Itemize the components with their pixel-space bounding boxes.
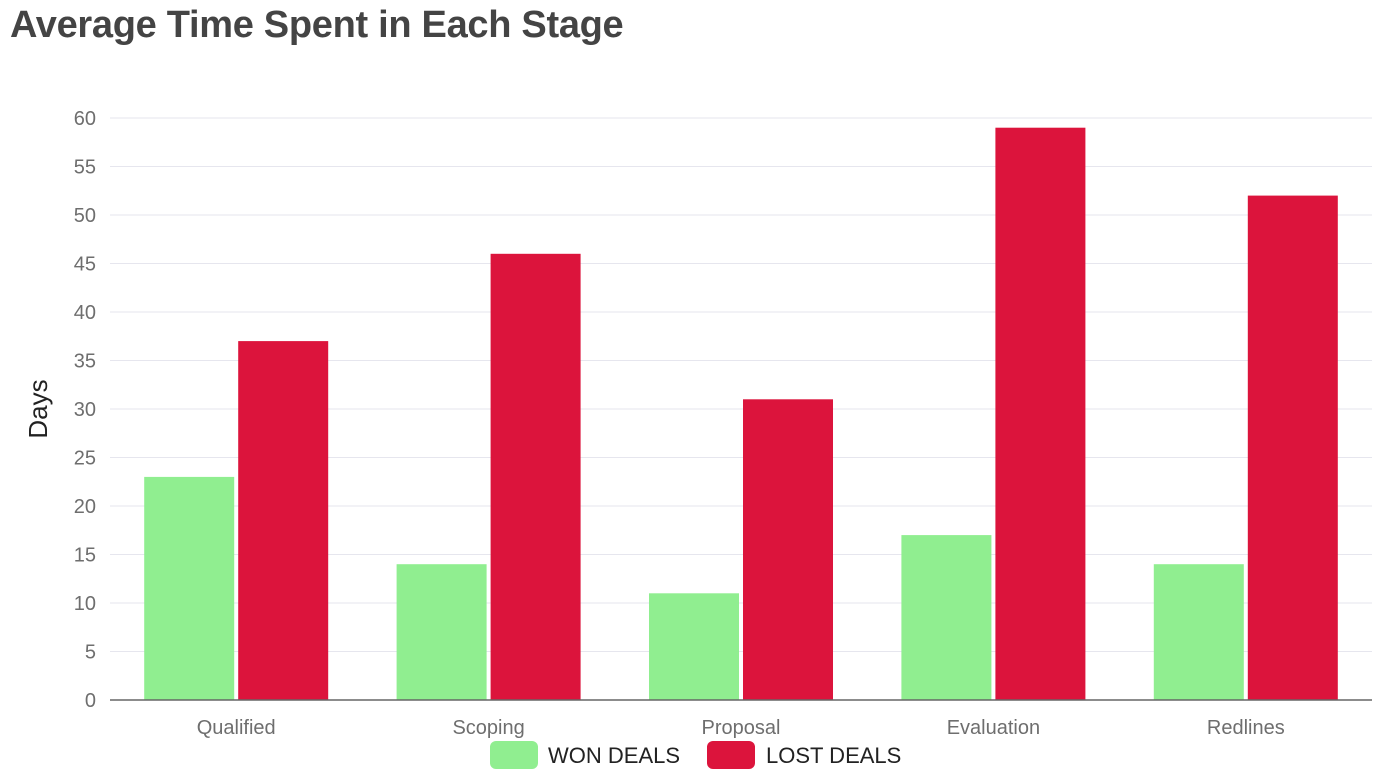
bar-lost-deals-evaluation[interactable]: [995, 127, 1086, 700]
y-tick-label: 25: [74, 448, 96, 470]
bar-won-deals-qualified[interactable]: [144, 476, 235, 700]
y-tick-label: 10: [74, 593, 96, 615]
y-tick-label: 35: [74, 351, 96, 373]
bars: [144, 127, 1338, 701]
x-tick-label: Qualified: [197, 717, 276, 739]
legend: WON DEALS LOST DEALS: [490, 741, 901, 769]
bar-won-deals-proposal[interactable]: [649, 593, 739, 700]
legend-label[interactable]: WON DEALS: [548, 743, 680, 768]
bar-won-deals-scoping[interactable]: [396, 564, 487, 700]
bar-lost-deals-proposal[interactable]: [743, 399, 833, 700]
y-tick-label: 30: [74, 399, 96, 421]
y-tick-label: 45: [74, 254, 96, 276]
y-tick-label: 15: [74, 545, 96, 567]
y-tick-label: 55: [74, 157, 96, 179]
bar-lost-deals-redlines[interactable]: [1247, 195, 1338, 700]
y-tick-label: 5: [85, 642, 96, 664]
chart-title: Average Time Spent in Each Stage: [10, 4, 624, 46]
bar-lost-deals-scoping[interactable]: [490, 253, 581, 701]
legend-label[interactable]: LOST DEALS: [766, 743, 901, 768]
legend-swatch-won-deals[interactable]: [490, 741, 538, 769]
x-tick-label: Redlines: [1207, 717, 1285, 739]
y-axis-title: Days: [23, 379, 53, 438]
x-tick-label: Proposal: [702, 717, 781, 739]
y-tick-label: 20: [74, 496, 96, 518]
legend-swatch-lost-deals[interactable]: [707, 741, 755, 769]
y-tick-label: 40: [74, 302, 96, 324]
y-axis-ticks: 0 5 10 15 20 25 30 35 40 45 50 55 60: [74, 108, 96, 712]
x-tick-label: Evaluation: [947, 717, 1040, 739]
bar-lost-deals-qualified[interactable]: [238, 341, 329, 700]
bar-won-deals-evaluation[interactable]: [901, 535, 992, 700]
y-tick-label: 50: [74, 205, 96, 227]
y-tick-label: 0: [85, 690, 96, 712]
bar-won-deals-redlines[interactable]: [1153, 564, 1244, 700]
x-axis-ticks: Qualified Scoping Proposal Evaluation Redlin…: [197, 717, 1285, 739]
y-tick-label: 60: [74, 108, 96, 130]
x-tick-label: Scoping: [452, 717, 524, 739]
